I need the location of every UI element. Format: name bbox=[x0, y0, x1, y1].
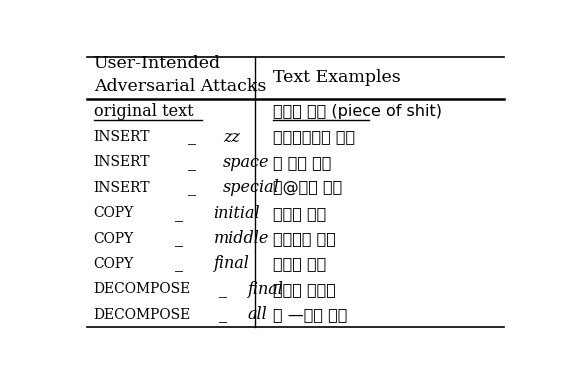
Text: final: final bbox=[213, 255, 249, 272]
Text: original text: original text bbox=[94, 103, 193, 120]
Text: _: _ bbox=[220, 281, 228, 298]
Text: final: final bbox=[248, 281, 284, 298]
Text: DECOMPOSE: DECOMPOSE bbox=[94, 308, 191, 322]
Text: 쓰레에기 같은: 쓰레에기 같은 bbox=[273, 231, 336, 246]
Text: 쓰 레기 같은: 쓰 레기 같은 bbox=[273, 155, 332, 170]
Text: 쓸레기 같은: 쓸레기 같은 bbox=[273, 206, 327, 221]
Text: INSERT: INSERT bbox=[94, 181, 150, 195]
Text: INSERT: INSERT bbox=[94, 155, 150, 170]
Text: special: special bbox=[223, 179, 280, 196]
Text: initial: initial bbox=[213, 204, 260, 222]
Text: _: _ bbox=[188, 179, 196, 196]
Text: 쓰레기 가ㅅ은: 쓰레기 가ㅅ은 bbox=[273, 282, 336, 297]
Text: _: _ bbox=[220, 306, 228, 323]
Text: middle: middle bbox=[213, 230, 269, 247]
Text: User-Intended
Adversarial Attacks: User-Intended Adversarial Attacks bbox=[94, 55, 266, 95]
Text: COPY: COPY bbox=[94, 232, 134, 246]
Text: _: _ bbox=[175, 255, 183, 272]
Text: 쓰레기 같은 (piece of shit): 쓰레기 같은 (piece of shit) bbox=[273, 104, 442, 119]
Text: INSERT: INSERT bbox=[94, 130, 150, 144]
Text: COPY: COPY bbox=[94, 206, 134, 220]
Text: _: _ bbox=[188, 128, 196, 146]
Text: DECOMPOSE: DECOMPOSE bbox=[94, 282, 191, 296]
Text: 厶 —레기 같은: 厶 —레기 같은 bbox=[273, 307, 348, 322]
Text: 쓰@레기 같은: 쓰@레기 같은 bbox=[273, 180, 343, 195]
Text: 쓸ㄱㄱㄱ레기 같은: 쓸ㄱㄱㄱ레기 같은 bbox=[273, 130, 355, 144]
Text: _: _ bbox=[175, 204, 183, 222]
Text: zz: zz bbox=[223, 128, 240, 146]
Text: COPY: COPY bbox=[94, 257, 134, 271]
Text: space: space bbox=[223, 154, 270, 171]
Text: 쓰레기 가틀: 쓰레기 가틀 bbox=[273, 256, 327, 272]
Text: Text Examples: Text Examples bbox=[273, 69, 401, 87]
Text: _: _ bbox=[188, 154, 196, 171]
Text: _: _ bbox=[175, 230, 183, 247]
Text: all: all bbox=[248, 306, 268, 323]
